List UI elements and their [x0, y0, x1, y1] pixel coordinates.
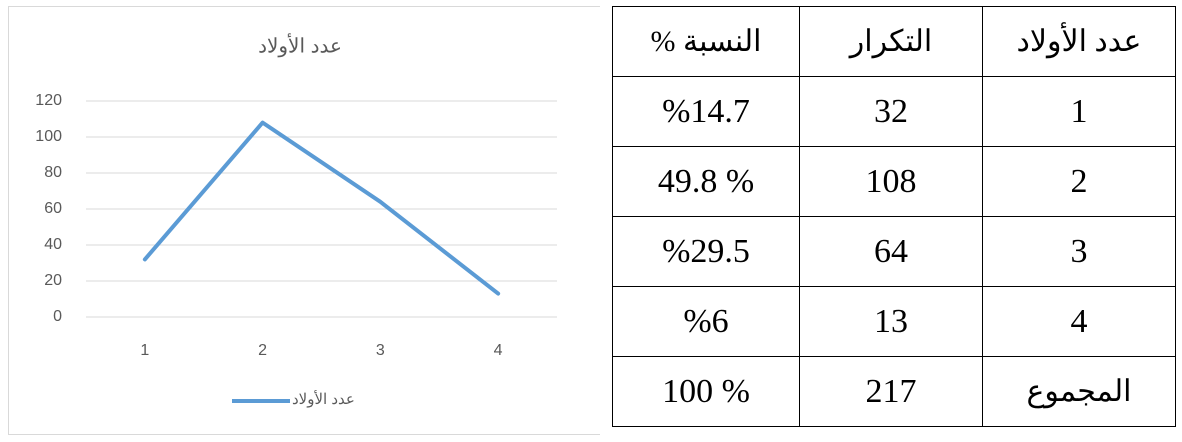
y-tick-label: 100: [35, 128, 62, 145]
y-tick-label: 0: [53, 308, 62, 325]
y-tick-label: 120: [35, 92, 62, 109]
x-tick-label: 4: [494, 342, 503, 359]
table-row: 4 13 %6: [612, 286, 1176, 357]
y-tick-label: 20: [44, 272, 62, 289]
table-cell: المجموع: [982, 356, 1176, 427]
chart-title: عدد الأولاد: [258, 32, 342, 57]
table-cell: 4: [982, 286, 1176, 357]
x-tick-label: 1: [140, 342, 149, 359]
table-cell: %14.7: [612, 76, 800, 147]
chart-frame: [8, 6, 600, 435]
table: عدد الأولاد التكرار النسبة % 1 32 %14.7 2 108% …: [612, 6, 1176, 427]
table-row: 2 108% 49.8: [612, 146, 1176, 217]
table-row: 3 64 %29.5: [612, 216, 1176, 287]
table-cell: 1: [982, 76, 1176, 147]
y-tick-label: 40: [44, 236, 62, 253]
table-cell: 217: [799, 356, 983, 427]
x-tick-label: 2: [258, 342, 267, 359]
table-row: عدد الأولاد التكرار النسبة %: [612, 6, 1176, 77]
table-cell: عدد الأولاد: [982, 6, 1176, 77]
table-cell: 64: [799, 216, 983, 287]
table-cell: النسبة %: [612, 6, 800, 77]
legend-label: عدد الأولاد: [292, 390, 355, 408]
table-cell: 13: [799, 286, 983, 357]
table-cell: 3: [982, 216, 1176, 287]
table-cell: %29.5: [612, 216, 800, 287]
table-cell: 2: [982, 146, 1176, 217]
table-cell: % 49.8: [612, 146, 800, 217]
table-cell: 108: [799, 146, 983, 217]
table-cell: التكرار: [799, 6, 983, 77]
table-row: 1 32 %14.7: [612, 76, 1176, 147]
table-row: المجموع 217% 100: [612, 356, 1176, 427]
table-cell: % 100: [612, 356, 800, 427]
y-tick-label: 80: [44, 164, 62, 181]
table-cell: %6: [612, 286, 800, 357]
y-tick-label: 60: [44, 200, 62, 217]
x-tick-label: 3: [376, 342, 385, 359]
chart: عدد الأولاد 0 20 40 60 80 100 120 1 2 3 4 عدد الأول…: [8, 6, 600, 435]
line: [142, 120, 501, 296]
table-cell: 32: [799, 76, 983, 147]
